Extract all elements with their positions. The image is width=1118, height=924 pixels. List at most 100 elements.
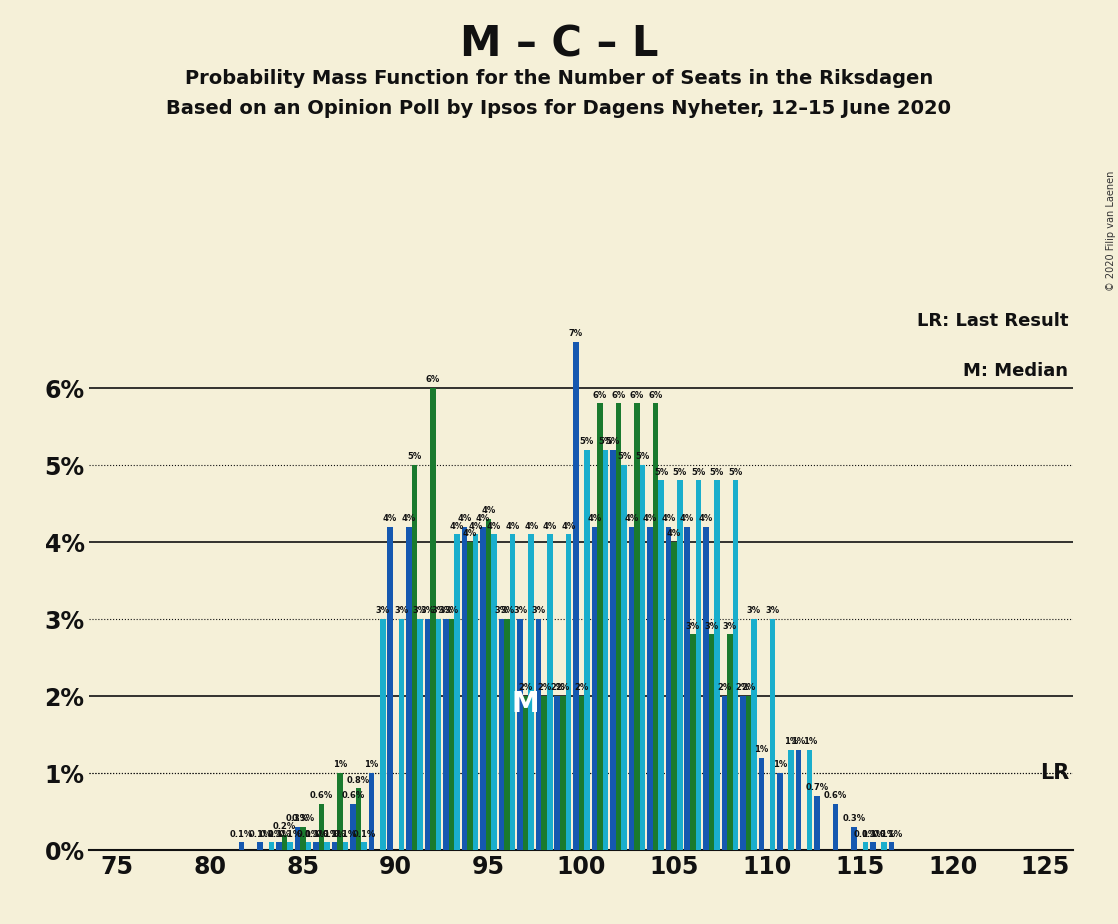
Text: 4%: 4% xyxy=(463,529,477,538)
Bar xyxy=(239,843,245,850)
Text: 0.6%: 0.6% xyxy=(824,791,847,800)
Bar xyxy=(319,804,324,850)
Text: 6%: 6% xyxy=(629,391,644,399)
Text: LR: Last Result: LR: Last Result xyxy=(917,312,1069,330)
Text: 3%: 3% xyxy=(376,606,390,615)
Bar xyxy=(690,635,695,850)
Text: 2%: 2% xyxy=(537,683,551,692)
Bar xyxy=(777,773,783,850)
Text: 7%: 7% xyxy=(569,329,582,338)
Bar xyxy=(305,843,311,850)
Bar xyxy=(647,527,653,850)
Text: 0.3%: 0.3% xyxy=(292,814,314,823)
Bar xyxy=(294,827,300,850)
Bar xyxy=(727,635,732,850)
Bar xyxy=(467,542,473,850)
Text: 6%: 6% xyxy=(593,391,607,399)
Bar xyxy=(870,843,875,850)
Text: M – C – L: M – C – L xyxy=(459,23,659,65)
Bar xyxy=(356,788,361,850)
Text: 3%: 3% xyxy=(531,606,546,615)
Bar xyxy=(343,843,349,850)
Bar xyxy=(714,480,720,850)
Text: 0.1%: 0.1% xyxy=(854,830,877,839)
Text: 6%: 6% xyxy=(612,391,626,399)
Bar xyxy=(666,527,672,850)
Bar xyxy=(759,758,765,850)
Text: 5%: 5% xyxy=(598,437,613,445)
Text: 3%: 3% xyxy=(420,606,435,615)
Bar xyxy=(616,404,622,850)
Bar xyxy=(300,827,305,850)
Bar xyxy=(406,527,411,850)
Text: Probability Mass Function for the Number of Seats in the Riksdagen: Probability Mass Function for the Number… xyxy=(184,69,934,89)
Text: 3%: 3% xyxy=(413,606,427,615)
Text: 5%: 5% xyxy=(580,437,594,445)
Bar xyxy=(499,619,504,850)
Bar xyxy=(721,696,727,850)
Text: 4%: 4% xyxy=(468,521,483,530)
Text: 3%: 3% xyxy=(513,606,528,615)
Bar xyxy=(398,619,404,850)
Bar xyxy=(709,635,714,850)
Bar xyxy=(591,527,597,850)
Bar xyxy=(411,465,417,850)
Bar xyxy=(430,388,436,850)
Bar xyxy=(659,480,664,850)
Bar xyxy=(555,696,560,850)
Text: 0.3%: 0.3% xyxy=(843,814,865,823)
Text: 2%: 2% xyxy=(717,683,731,692)
Text: 4%: 4% xyxy=(383,514,397,523)
Text: 4%: 4% xyxy=(487,521,501,530)
Text: 0.1%: 0.1% xyxy=(861,830,884,839)
Bar xyxy=(448,619,454,850)
Text: 3%: 3% xyxy=(685,622,700,630)
Text: 0.1%: 0.1% xyxy=(304,830,328,839)
Text: 0.2%: 0.2% xyxy=(273,821,296,831)
Text: 4%: 4% xyxy=(542,521,557,530)
Bar xyxy=(536,619,541,850)
Text: 3%: 3% xyxy=(395,606,408,615)
Bar xyxy=(634,404,639,850)
Text: 0.1%: 0.1% xyxy=(323,830,347,839)
Bar xyxy=(584,450,589,850)
Text: 0.1%: 0.1% xyxy=(259,830,283,839)
Bar xyxy=(518,619,523,850)
Text: 0.1%: 0.1% xyxy=(278,830,302,839)
Text: 4%: 4% xyxy=(643,514,657,523)
Text: 2%: 2% xyxy=(736,683,750,692)
Bar xyxy=(566,534,571,850)
Text: 4%: 4% xyxy=(457,514,472,523)
Text: 5%: 5% xyxy=(617,452,632,461)
Bar xyxy=(807,750,813,850)
Bar xyxy=(639,465,645,850)
Bar xyxy=(547,534,552,850)
Bar xyxy=(425,619,430,850)
Bar xyxy=(678,480,682,850)
Text: 0.1%: 0.1% xyxy=(872,830,896,839)
Bar xyxy=(881,843,887,850)
Text: 5%: 5% xyxy=(654,468,669,477)
Bar xyxy=(863,843,869,850)
Bar xyxy=(510,534,515,850)
Bar xyxy=(485,519,491,850)
Text: 4%: 4% xyxy=(680,514,694,523)
Text: © 2020 Filip van Laenen: © 2020 Filip van Laenen xyxy=(1106,171,1116,291)
Bar xyxy=(560,696,566,850)
Text: 5%: 5% xyxy=(673,468,686,477)
Text: 3%: 3% xyxy=(704,622,719,630)
Text: 3%: 3% xyxy=(500,606,514,615)
Bar xyxy=(338,773,343,850)
Bar xyxy=(610,450,616,850)
Text: 0.1%: 0.1% xyxy=(334,830,358,839)
Text: 0.1%: 0.1% xyxy=(315,830,339,839)
Bar xyxy=(672,542,678,850)
Bar xyxy=(541,696,547,850)
Bar xyxy=(833,804,838,850)
Bar xyxy=(523,696,529,850)
Bar xyxy=(324,843,330,850)
Text: 4%: 4% xyxy=(524,521,539,530)
Bar xyxy=(313,843,319,850)
Text: 2%: 2% xyxy=(575,683,588,692)
Bar xyxy=(462,527,467,850)
